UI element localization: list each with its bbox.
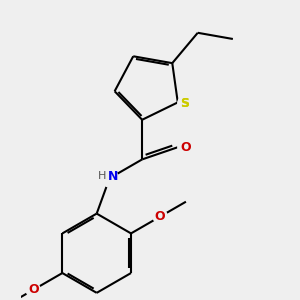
Text: S: S [180,97,189,110]
Circle shape [178,139,194,155]
Text: S: S [180,97,189,110]
Circle shape [153,209,167,224]
Text: N: N [108,170,119,183]
Text: O: O [28,284,38,296]
Text: O: O [155,210,166,223]
Text: O: O [180,141,191,154]
Circle shape [26,283,40,297]
Circle shape [101,169,118,187]
Text: H: H [98,171,106,181]
Circle shape [178,96,192,110]
